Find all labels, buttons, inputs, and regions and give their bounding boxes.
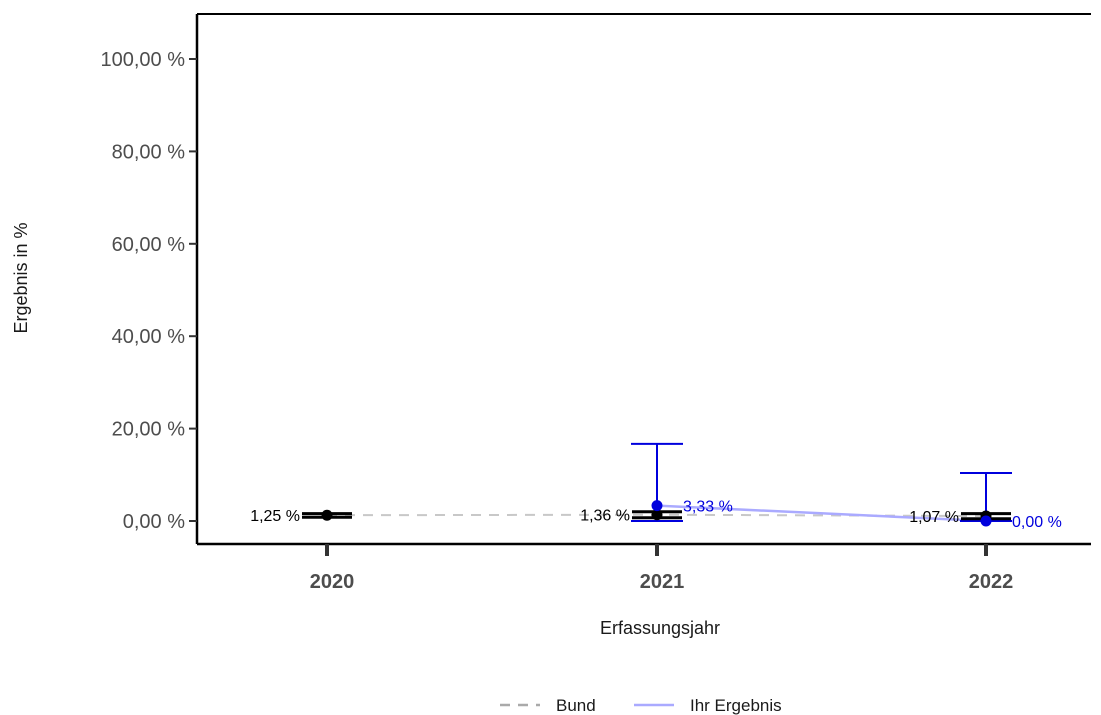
data-label-bund: 1,25 % [250, 508, 300, 525]
y-tick-label: 100,00 % [100, 49, 185, 71]
y-axis-title: Ergebnis in % [11, 222, 31, 333]
x-axis-title: Erfassungsjahr [600, 618, 720, 638]
y-tick-label: 0,00 % [123, 511, 185, 533]
data-label-ihr-ergebnis: 0,00 % [1012, 514, 1062, 531]
y-tick-label: 80,00 % [112, 141, 186, 163]
data-label-ihr-ergebnis: 3,33 % [683, 499, 733, 516]
y-tick-label: 60,00 % [112, 234, 186, 256]
data-labels: 1,25 % 1,36 % 1,07 % 3,33 % 0,00 % [250, 499, 1062, 531]
legend: Bund Ihr Ergebnis [500, 696, 782, 715]
y-ticks: 0,00 % 20,00 % 40,00 % 60,00 % 80,00 % 100,00… [100, 49, 197, 533]
x-tick-label: 2020 [310, 571, 355, 593]
legend-label-bund: Bund [556, 696, 596, 715]
x-ticks: 2020 2021 2022 [310, 544, 1014, 593]
axes [195, 13, 1091, 546]
x-tick-label: 2021 [640, 571, 685, 593]
y-tick-label: 40,00 % [112, 326, 186, 348]
point-ihr-ergebnis [651, 500, 663, 512]
point-ihr-ergebnis [980, 515, 992, 527]
y-tick-label: 20,00 % [112, 419, 186, 441]
series-line-ihr-ergebnis [656, 504, 987, 523]
point-bund [651, 509, 663, 521]
x-tick-label: 2022 [969, 571, 1014, 593]
point-bund [321, 509, 333, 521]
data-label-bund: 1,36 % [580, 508, 630, 525]
legend-label-ihr-ergebnis: Ihr Ergebnis [690, 696, 782, 715]
markers [321, 500, 992, 527]
data-label-bund: 1,07 % [909, 509, 959, 526]
